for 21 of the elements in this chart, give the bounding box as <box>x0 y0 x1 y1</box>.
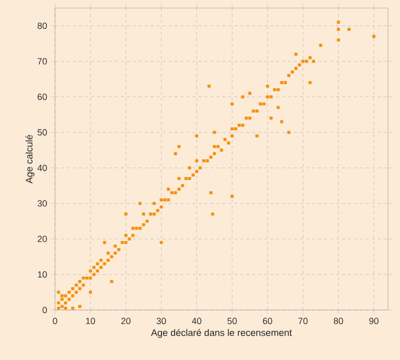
y-tick-label: 70 <box>38 58 47 64</box>
y-tick-label: 60 <box>38 94 47 100</box>
y-tick-label: 80 <box>38 22 47 29</box>
y-tick-label: 40 <box>37 164 47 172</box>
x-axis-title: Age déclaré dans le recensement <box>151 328 292 338</box>
y-tick-label: 30 <box>38 200 47 207</box>
y-tick-label: 50 <box>38 129 47 136</box>
y-tick-label: 0 <box>42 306 47 314</box>
x-tick-label: 10 <box>86 318 96 324</box>
y-axis-title: Age calculé <box>25 134 34 184</box>
x-tick-label: 50 <box>228 318 237 324</box>
y-tick-label: 20 <box>38 236 47 242</box>
x-tick-label: 80 <box>334 318 344 324</box>
x-tick-label: 60 <box>263 318 272 324</box>
x-tick-label: 90 <box>369 318 378 324</box>
x-tick-label: 70 <box>298 318 308 324</box>
x-tick-label: 0 <box>52 318 58 324</box>
y-tick-label: 10 <box>38 271 47 278</box>
x-tick-label: 30 <box>156 318 166 324</box>
x-tick-label: 20 <box>121 318 130 324</box>
x-tick-label: 40 <box>192 318 202 324</box>
